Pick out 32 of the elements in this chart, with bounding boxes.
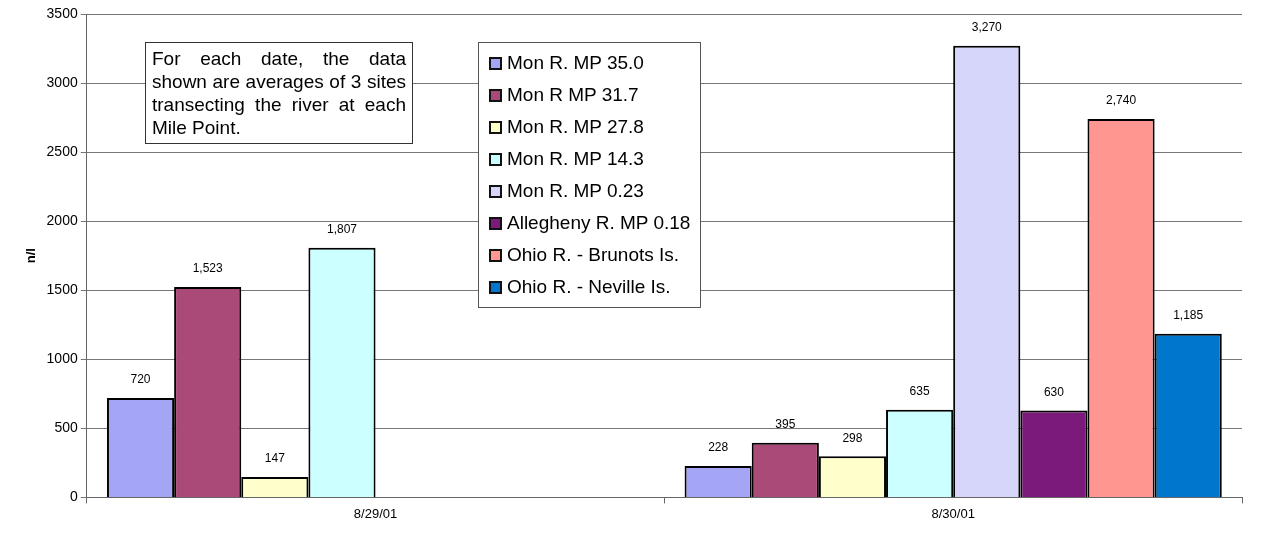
data-label: 635	[909, 384, 930, 399]
data-label: 720	[130, 372, 151, 387]
data-label: 1,807	[326, 222, 358, 237]
y-tick-label: 0	[69, 488, 78, 505]
legend-label: Ohio R. - Neville Is.	[507, 276, 671, 298]
data-label: 3,270	[971, 20, 1003, 35]
y-tick-label: 500	[54, 419, 78, 436]
data-label: 1,185	[1173, 308, 1204, 323]
data-label: 2,740	[1106, 93, 1137, 108]
annotation: For each date, the data shown are averages of 3 sites transecting the river at each Mile Point.	[145, 42, 413, 144]
legend-label: Mon R. MP 14.3	[507, 148, 644, 170]
y-tick-label: 1500	[46, 281, 78, 298]
y-tick-label: 2000	[46, 212, 78, 229]
legend-label: Mon R MP 31.7	[507, 84, 639, 106]
y-tick-label: 3000	[46, 73, 78, 90]
legend-label: Mon R. MP 27.8	[507, 116, 644, 138]
legend-label: Mon R. MP 0.23	[507, 180, 644, 202]
y-tick-label: 2500	[46, 142, 78, 159]
legend-label: Ohio R. - Brunots Is.	[507, 244, 680, 266]
legend-label: Allegheny R. MP 0.18	[507, 212, 691, 234]
y-tick-label: 1000	[46, 350, 78, 367]
data-label: 228	[708, 440, 729, 455]
x-tick-label: 8/30/01	[931, 505, 975, 521]
y-tick-label: 3500	[46, 4, 78, 21]
data-label: 147	[264, 451, 286, 466]
data-label: 1,523	[192, 261, 224, 276]
data-label: 298	[842, 430, 863, 445]
data-label: 395	[775, 417, 796, 432]
x-tick-label: 8/29/01	[353, 505, 398, 521]
y-axis-title: n/l	[23, 248, 39, 264]
data-label: 630	[1043, 384, 1065, 399]
legend-label: Mon R. MP 35.0	[507, 52, 644, 74]
